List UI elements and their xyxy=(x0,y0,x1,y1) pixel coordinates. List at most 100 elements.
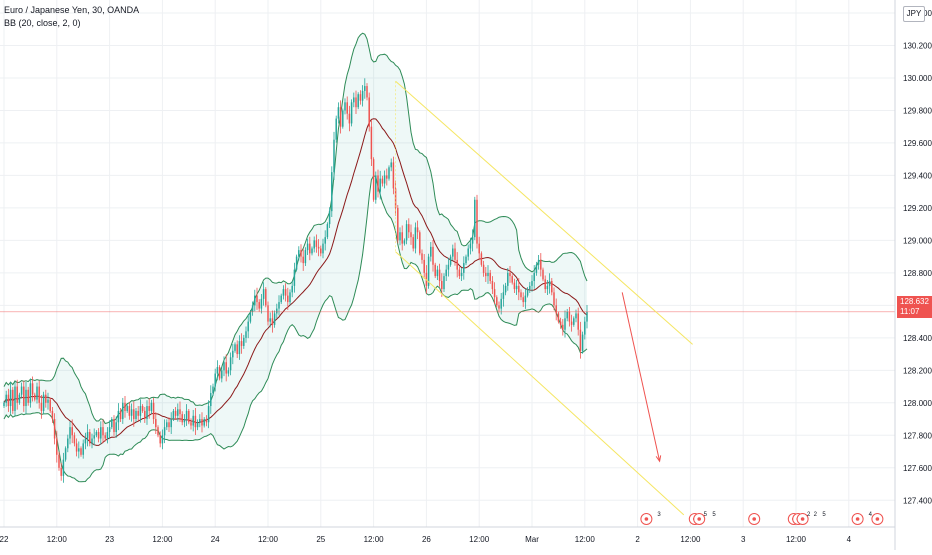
candle xyxy=(559,321,562,325)
symbol-legend[interactable]: Euro / Japanese Yen, 30, OANDA xyxy=(4,5,140,15)
candle xyxy=(584,321,586,335)
candle xyxy=(511,276,513,283)
candle xyxy=(392,162,395,189)
candle xyxy=(284,289,287,296)
candle xyxy=(357,94,359,108)
candle xyxy=(377,175,379,192)
candle xyxy=(80,448,82,455)
candle xyxy=(412,237,414,249)
candle xyxy=(553,292,555,306)
candle xyxy=(564,318,566,330)
candle xyxy=(458,269,461,277)
event-count-label: 5 xyxy=(704,512,708,518)
candle xyxy=(430,246,432,257)
candle xyxy=(150,402,153,411)
candle xyxy=(130,409,133,416)
candle xyxy=(344,102,346,111)
candle xyxy=(390,162,392,168)
drawings xyxy=(0,80,895,516)
candle xyxy=(465,256,467,264)
candle xyxy=(240,341,243,346)
candle xyxy=(295,256,298,270)
candle xyxy=(397,207,399,241)
candle xyxy=(9,389,12,407)
candle xyxy=(119,410,122,420)
candle xyxy=(97,432,100,439)
candle xyxy=(370,126,373,160)
candle xyxy=(172,410,175,420)
candle xyxy=(260,298,263,309)
x-tick-label: 12:00 xyxy=(575,535,596,544)
x-tick-label: 12:00 xyxy=(469,535,490,544)
candle xyxy=(254,295,256,306)
candle xyxy=(71,427,73,436)
candle xyxy=(445,269,447,277)
candle xyxy=(421,253,423,260)
candle xyxy=(339,107,342,127)
candle xyxy=(432,246,434,265)
candle xyxy=(185,410,188,420)
candle xyxy=(192,415,194,426)
candle xyxy=(489,272,491,281)
candle xyxy=(117,410,120,423)
candle xyxy=(282,289,285,296)
candle xyxy=(298,250,300,257)
bb-lower xyxy=(3,175,588,483)
candle xyxy=(262,289,265,299)
candle xyxy=(317,246,320,249)
indicator-legend[interactable]: BB (20, close, 2, 0) xyxy=(4,18,81,28)
candle xyxy=(29,383,32,403)
candle xyxy=(500,298,502,309)
candle xyxy=(359,94,362,101)
candle xyxy=(170,419,172,428)
candle xyxy=(434,264,436,277)
bb-upper xyxy=(3,32,588,425)
candle xyxy=(5,394,7,403)
candle xyxy=(91,438,93,444)
candle xyxy=(342,110,344,127)
x-tick-label: 12:00 xyxy=(680,535,701,544)
event-marker-dot xyxy=(875,517,880,521)
currency-badge[interactable]: JPY xyxy=(903,6,925,22)
candle xyxy=(115,422,117,433)
candle xyxy=(531,280,533,286)
candle xyxy=(203,419,205,426)
candle xyxy=(144,410,146,420)
candle xyxy=(471,237,474,244)
x-tick-label: 23 xyxy=(105,535,114,544)
candle xyxy=(225,362,227,374)
candle xyxy=(104,435,106,439)
candle xyxy=(361,90,364,101)
candle xyxy=(49,399,51,411)
x-tick-label: 3 xyxy=(741,535,746,544)
candle xyxy=(256,295,258,303)
candle xyxy=(161,435,164,444)
candle xyxy=(148,406,150,411)
x-tick-label: 2 xyxy=(635,535,640,544)
candle xyxy=(60,467,62,476)
candle xyxy=(86,432,89,439)
candle xyxy=(476,199,478,244)
candle xyxy=(89,432,91,444)
candle xyxy=(47,399,49,403)
candle xyxy=(447,264,450,270)
candle xyxy=(568,311,571,322)
event-count-label: 2 xyxy=(807,512,811,518)
candle xyxy=(212,386,214,394)
candle xyxy=(379,178,381,192)
bb-fill xyxy=(4,33,587,482)
y-tick-label: 128.400 xyxy=(903,334,932,343)
y-tick-label: 127.800 xyxy=(903,431,932,440)
candle xyxy=(524,295,527,303)
candle xyxy=(51,410,54,420)
candle xyxy=(333,139,335,173)
candle xyxy=(218,367,221,379)
candle xyxy=(122,402,124,420)
candle xyxy=(320,248,322,254)
candle xyxy=(555,305,557,314)
candle xyxy=(78,448,80,452)
candle xyxy=(416,227,419,233)
candle xyxy=(493,289,496,298)
candle xyxy=(113,419,115,433)
candle xyxy=(7,394,10,407)
